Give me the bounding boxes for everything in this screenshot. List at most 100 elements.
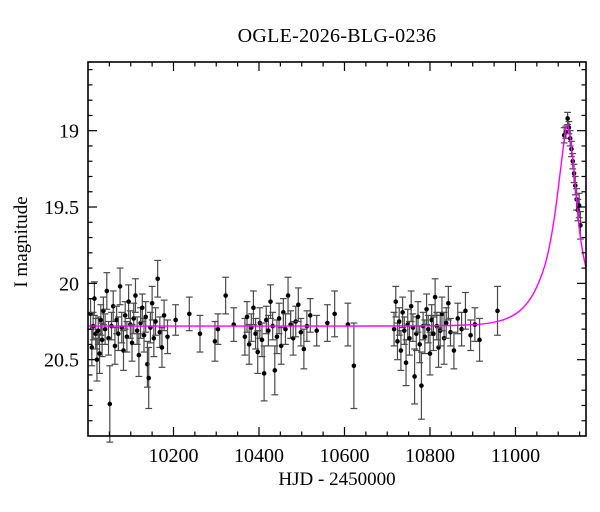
data-point	[477, 337, 482, 343]
data-point	[393, 299, 399, 304]
plot-title: OGLE-2026-BLG-0236	[237, 25, 437, 47]
data-point	[102, 326, 108, 332]
y-tick-label: 19	[59, 121, 79, 143]
data-point	[298, 329, 304, 335]
data-point	[161, 313, 167, 318]
data-point	[104, 288, 110, 294]
y-tick-label: 19.5	[44, 197, 79, 219]
data-point	[117, 284, 123, 289]
data-point	[197, 331, 203, 337]
y-tick-label: 20.5	[44, 350, 79, 372]
data-point	[143, 314, 149, 320]
data-point	[215, 326, 221, 332]
data-point	[93, 331, 98, 337]
data-point	[400, 310, 405, 315]
data-point	[425, 326, 431, 332]
data-point	[283, 326, 288, 332]
data-point	[468, 332, 473, 338]
data-point	[276, 316, 282, 321]
data-point	[424, 306, 429, 312]
data-point	[110, 303, 116, 309]
data-point	[139, 305, 145, 311]
data-point	[395, 339, 400, 344]
model-curve	[87, 124, 587, 327]
x-tick-label: 10600	[319, 445, 369, 467]
data-point	[495, 308, 500, 314]
data-point	[133, 293, 138, 298]
data-point	[412, 374, 417, 379]
data-point	[98, 317, 104, 323]
data-point	[153, 319, 158, 324]
data-point	[459, 326, 464, 332]
data-point	[448, 329, 453, 335]
data-point	[415, 314, 421, 320]
data-point	[255, 349, 261, 355]
data-point	[116, 331, 121, 337]
data-point	[432, 294, 438, 300]
data-point	[107, 401, 113, 407]
data-point	[325, 320, 330, 326]
data-point	[417, 342, 423, 347]
x-axis-label: HJD - 2450000	[278, 469, 396, 490]
data-point	[261, 371, 267, 376]
data-point	[463, 308, 468, 314]
data-point	[431, 331, 436, 337]
data-point	[266, 328, 271, 333]
data-point	[141, 332, 147, 338]
data-point	[268, 299, 273, 304]
x-tick-label: 10200	[148, 445, 198, 467]
data-point	[419, 383, 424, 388]
data-point	[332, 311, 337, 317]
data-point	[427, 351, 433, 356]
data-point	[422, 334, 428, 340]
data-point	[446, 300, 451, 306]
data-point	[149, 300, 155, 306]
data-point	[391, 326, 397, 332]
x-tick-label: 11000	[491, 445, 540, 467]
x-tick-label: 10400	[234, 445, 284, 467]
data-point	[407, 336, 412, 341]
data-point	[451, 348, 457, 353]
data-point	[136, 352, 142, 358]
data-point	[398, 348, 404, 353]
data-point	[403, 360, 409, 366]
data-point	[251, 305, 256, 311]
plot-frame	[87, 61, 587, 437]
data-point	[285, 293, 291, 298]
data-point	[212, 339, 218, 344]
data-point	[274, 334, 280, 340]
data-point	[351, 363, 357, 369]
data-points-layer	[87, 111, 584, 443]
data-point	[296, 302, 301, 308]
data-point	[134, 328, 140, 333]
data-point	[223, 293, 228, 298]
data-point	[92, 296, 97, 301]
data-point	[151, 336, 157, 341]
data-point	[314, 328, 319, 333]
data-point	[301, 346, 307, 352]
data-point	[259, 337, 265, 343]
data-point	[443, 320, 449, 326]
data-point	[122, 313, 128, 318]
data-point	[242, 334, 248, 340]
data-point	[272, 368, 278, 373]
data-point	[396, 319, 402, 324]
data-point	[455, 316, 461, 321]
data-point	[187, 311, 192, 317]
data-point	[146, 375, 152, 381]
data-point	[112, 343, 118, 349]
y-tick-label: 20	[59, 273, 79, 295]
data-point	[129, 340, 135, 346]
data-point	[565, 116, 570, 121]
data-point	[307, 313, 313, 318]
data-point	[408, 303, 414, 309]
data-point	[173, 317, 178, 323]
data-point	[253, 331, 258, 337]
data-point	[97, 351, 102, 356]
data-point	[155, 276, 160, 282]
x-tick-label: 10800	[405, 445, 455, 467]
data-point	[244, 314, 250, 320]
data-point	[99, 337, 105, 343]
data-point	[95, 328, 101, 333]
